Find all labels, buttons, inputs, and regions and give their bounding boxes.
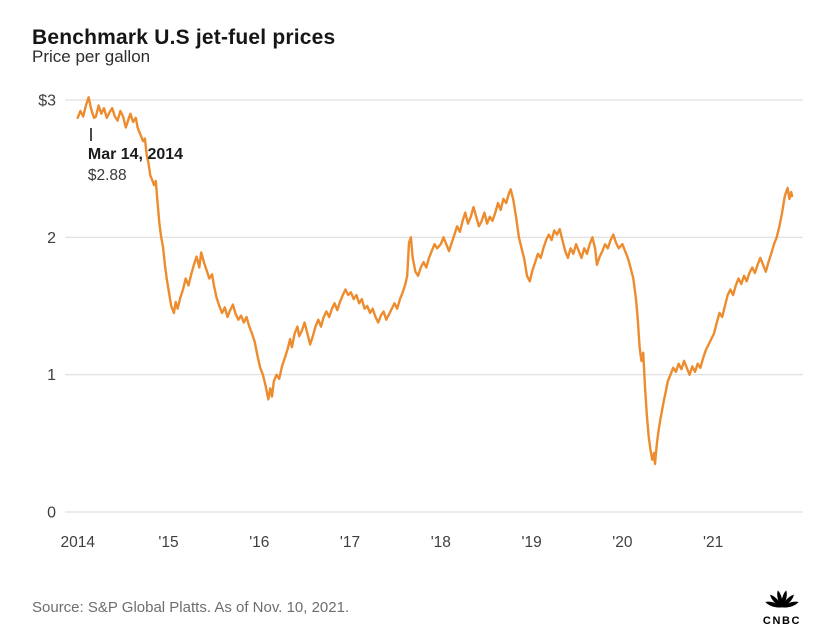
cnbc-logo: CNBC [755,583,809,627]
source-note: Source: S&P Global Platts. As of Nov. 10… [32,599,350,616]
chart-title: Benchmark U.S jet-fuel prices [32,26,336,50]
y-tick-label: 2 [47,230,56,247]
x-tick-label: '19 [521,534,541,551]
x-tick-label: '18 [431,534,451,551]
x-tick-label: '16 [249,534,269,551]
annotation-price: $2.88 [87,167,127,185]
annotation-tick [89,128,92,142]
x-tick-label: '15 [158,534,178,551]
y-tick-label: $3 [38,93,56,110]
x-tick-label: '21 [703,534,723,551]
y-tick-label: 1 [47,367,56,384]
x-tick-label: '20 [612,534,633,551]
annotation-callout: Mar 14, 2014 $2.88 [88,128,238,185]
price-line [76,96,794,466]
peacock-icon [765,590,799,608]
cnbc-wordmark: CNBC [762,615,802,627]
chart-subtitle: Price per gallon [32,47,151,66]
y-tick-label: 0 [47,505,56,522]
annotation-date: Mar 14, 2014 [87,146,184,164]
x-tick-label: '17 [340,534,360,551]
x-tick-label: 2014 [60,534,95,551]
